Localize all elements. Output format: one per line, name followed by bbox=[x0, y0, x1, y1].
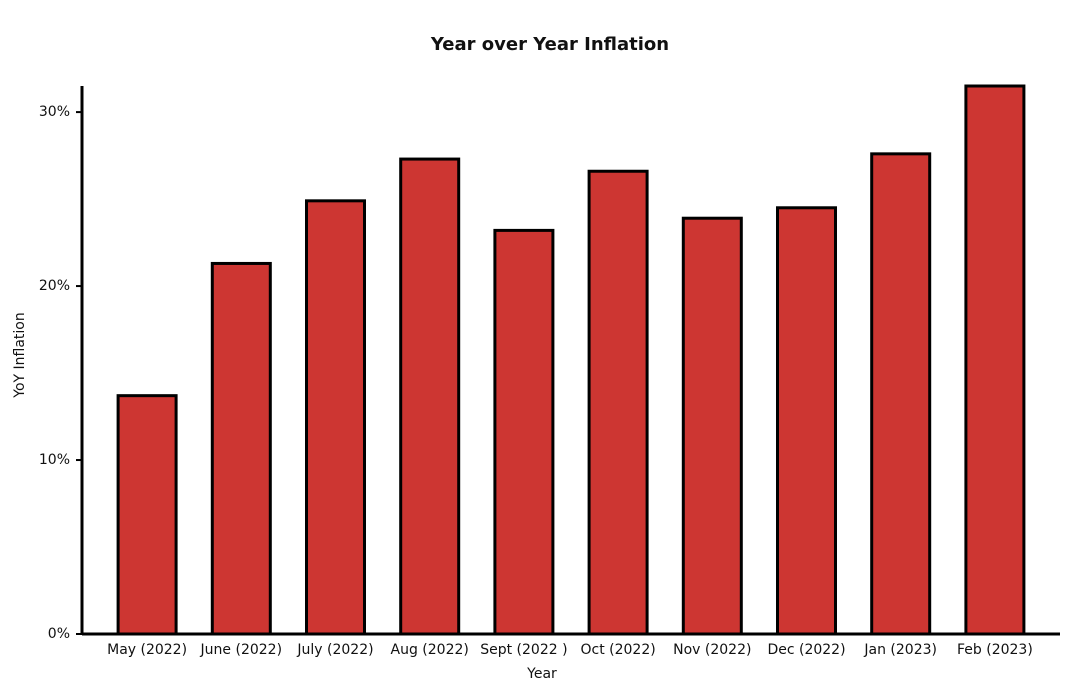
y-tick-label: 20% bbox=[39, 278, 70, 294]
bar bbox=[210, 261, 272, 636]
bar bbox=[305, 199, 366, 636]
x-tick-label: Oct (2022) bbox=[580, 642, 655, 658]
chart-title: Year over Year Inflation bbox=[430, 34, 669, 55]
x-tick-label: June (2022) bbox=[200, 642, 283, 658]
x-tick-label: Sept (2022 ) bbox=[480, 642, 567, 658]
x-tick-label: Nov (2022) bbox=[673, 642, 751, 658]
bar bbox=[116, 394, 178, 636]
bar bbox=[493, 228, 555, 636]
x-tick-label: Feb (2023) bbox=[957, 642, 1033, 658]
bar bbox=[399, 157, 461, 636]
y-tick-label: 0% bbox=[48, 626, 70, 642]
bar bbox=[681, 216, 743, 636]
x-tick-label: Aug (2022) bbox=[391, 642, 469, 658]
x-tick-label: Dec (2022) bbox=[767, 642, 845, 658]
bar bbox=[870, 152, 932, 636]
x-tick-label: Jan (2023) bbox=[863, 642, 937, 658]
bar bbox=[964, 84, 1026, 636]
y-axis-label: YoY Inflation bbox=[12, 312, 28, 398]
y-tick-label: 10% bbox=[39, 452, 70, 468]
bar bbox=[776, 206, 837, 636]
x-axis-label: Year bbox=[526, 666, 557, 682]
x-tick-label: May (2022) bbox=[107, 642, 187, 658]
y-tick-label: 30% bbox=[39, 104, 70, 120]
bar bbox=[587, 169, 649, 636]
x-tick-label: July (2022) bbox=[296, 642, 373, 658]
